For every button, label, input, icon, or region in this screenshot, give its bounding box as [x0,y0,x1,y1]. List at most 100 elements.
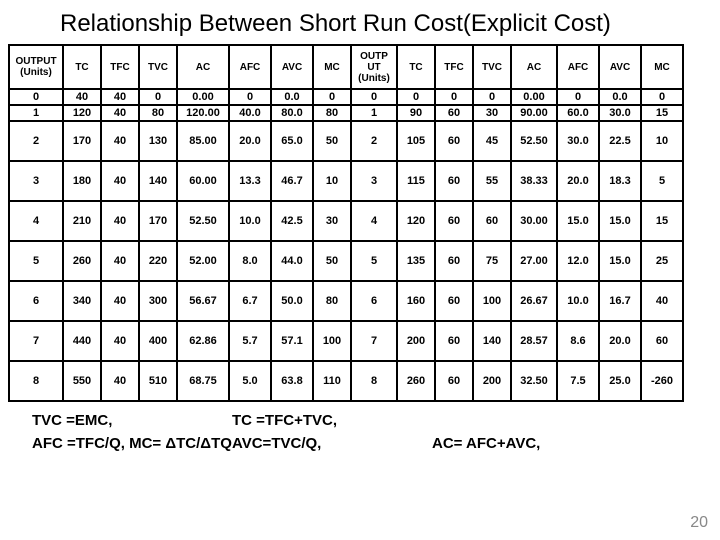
table-cell: 20.0 [229,121,271,161]
table-cell: 80 [139,105,177,121]
page-number: 20 [690,514,708,532]
table-cell: 200 [473,361,511,401]
table-cell: 510 [139,361,177,401]
left-cost-table: OUTPUT (Units)TCTFCTVCACAFCAVCMC 0404000… [8,44,352,402]
table-cell: 60 [435,201,473,241]
col-header: TVC [139,45,177,89]
table-cell: 40 [101,321,139,361]
table-row: 2105604552.5030.022.510 [351,121,683,161]
table-cell: 26.67 [511,281,557,321]
table-cell: 0 [351,89,397,105]
table-cell: 110 [313,361,351,401]
table-cell: 50 [313,121,351,161]
table-cell: 120 [397,201,435,241]
table-cell: 60 [435,161,473,201]
table-cell: 160 [397,281,435,321]
table-row: 63404030056.676.750.080 [9,281,351,321]
table-cell: 105 [397,121,435,161]
table-cell: 120.00 [177,105,229,121]
table-cell: 52.50 [511,121,557,161]
table-cell: 30 [473,105,511,121]
table-cell: 25.0 [599,361,641,401]
table-cell: 7 [351,321,397,361]
table-cell: 68.75 [177,361,229,401]
col-header: TC [63,45,101,89]
table-cell: 20.0 [557,161,599,201]
table-cell: 60 [641,321,683,361]
table-cell: 80.0 [271,105,313,121]
table-cell: 52.50 [177,201,229,241]
formula-avc: AVC=TVC/Q, [232,435,432,452]
table-row: 5135607527.0012.015.025 [351,241,683,281]
table-cell: 80 [313,105,351,121]
table-cell: 8 [9,361,63,401]
table-cell: 90.00 [511,105,557,121]
table-cell: 60 [435,281,473,321]
formulas-block: TVC =EMC, TC =TFC+TVC, AFC =TFC/Q, MC= Δ… [0,402,720,452]
table-cell: 40.0 [229,105,271,121]
table-cell: 12.0 [557,241,599,281]
table-cell: 0 [9,89,63,105]
table-cell: 40 [101,161,139,201]
table-cell: 32.50 [511,361,557,401]
table-cell: 80 [313,281,351,321]
table-row: 190603090.0060.030.015 [351,105,683,121]
table-cell: 56.67 [177,281,229,321]
table-cell: 52.00 [177,241,229,281]
table-cell: 46.7 [271,161,313,201]
table-cell: 120 [63,105,101,121]
table-cell: 3 [9,161,63,201]
table-cell: 44.0 [271,241,313,281]
table-cell: 180 [63,161,101,201]
table-cell: 60 [435,321,473,361]
col-header: AFC [557,45,599,89]
table-cell: 10 [641,121,683,161]
formula-afc-mc: AFC =TFC/Q, MC= ΔTC/ΔTQ [32,435,232,452]
table-cell: 0 [397,89,435,105]
table-cell: 75 [473,241,511,281]
table-cell: 60.00 [177,161,229,201]
table-cell: 18.3 [599,161,641,201]
table-cell: 1 [351,105,397,121]
table-cell: 260 [63,241,101,281]
col-header: MC [313,45,351,89]
page-title: Relationship Between Short Run Cost(Expl… [0,0,720,38]
table-cell: 57.1 [271,321,313,361]
table-cell: 15.0 [557,201,599,241]
col-header: OUTP UT (Units) [351,45,397,89]
table-cell: 5.0 [229,361,271,401]
table-cell: 0 [557,89,599,105]
col-header: TFC [101,45,139,89]
formula-ac: AC= AFC+AVC, [432,435,632,452]
table-cell: 40 [101,89,139,105]
table-row: 42104017052.5010.042.530 [9,201,351,241]
table-row: 72006014028.578.620.060 [351,321,683,361]
col-header: AC [177,45,229,89]
table-cell: 40 [101,105,139,121]
table-row: 3115605538.3320.018.35 [351,161,683,201]
table-cell: 5 [9,241,63,281]
table-cell: 60 [435,241,473,281]
table-cell: 62.86 [177,321,229,361]
table-cell: 2 [9,121,63,161]
table-cell: 300 [139,281,177,321]
table-cell: 210 [63,201,101,241]
table-cell: 40 [101,281,139,321]
table-row: 52604022052.008.044.050 [9,241,351,281]
table-cell: 38.33 [511,161,557,201]
col-header: AC [511,45,557,89]
table-cell: 55 [473,161,511,201]
table-cell: 6 [9,281,63,321]
table-cell: 85.00 [177,121,229,161]
table-cell: 0.0 [271,89,313,105]
table-cell: 60 [435,361,473,401]
table-cell: 0 [313,89,351,105]
table-cell: 30.0 [599,105,641,121]
table-cell: 0 [229,89,271,105]
table-cell: 0 [473,89,511,105]
table-cell: 260 [397,361,435,401]
table-cell: 30.0 [557,121,599,161]
table-cell: 100 [473,281,511,321]
table-cell: 60 [473,201,511,241]
table-cell: 8.6 [557,321,599,361]
